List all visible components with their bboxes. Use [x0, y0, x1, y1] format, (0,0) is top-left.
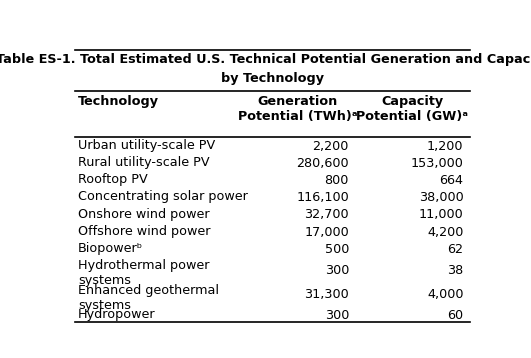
Text: 62: 62: [448, 243, 464, 256]
Text: Generation
Potential (TWh)ᵃ: Generation Potential (TWh)ᵃ: [238, 95, 357, 124]
Text: Table ES-1. Total Estimated U.S. Technical Potential Generation and Capacity: Table ES-1. Total Estimated U.S. Technic…: [0, 53, 531, 66]
Text: Hydropower: Hydropower: [78, 309, 156, 321]
Text: Biopowerᵇ: Biopowerᵇ: [78, 242, 143, 255]
Text: Capacity
Potential (GW)ᵃ: Capacity Potential (GW)ᵃ: [356, 95, 468, 124]
Text: 11,000: 11,000: [419, 208, 464, 222]
Text: Rural utility-scale PV: Rural utility-scale PV: [78, 156, 210, 169]
Text: Concentrating solar power: Concentrating solar power: [78, 190, 248, 203]
Text: 1,200: 1,200: [427, 140, 464, 153]
Text: 2,200: 2,200: [313, 140, 349, 153]
Text: 60: 60: [448, 309, 464, 322]
Text: 280,600: 280,600: [296, 157, 349, 170]
Text: Onshore wind power: Onshore wind power: [78, 208, 210, 221]
Text: Rooftop PV: Rooftop PV: [78, 173, 148, 187]
Text: 31,300: 31,300: [304, 289, 349, 301]
Text: Technology: Technology: [78, 95, 159, 108]
Text: Hydrothermal power
systems: Hydrothermal power systems: [78, 259, 209, 287]
Text: 500: 500: [324, 243, 349, 256]
Text: 17,000: 17,000: [304, 226, 349, 238]
Text: Urban utility-scale PV: Urban utility-scale PV: [78, 139, 215, 152]
Text: 32,700: 32,700: [304, 208, 349, 222]
Text: 38,000: 38,000: [419, 192, 464, 204]
Text: Enhanced geothermal
systems: Enhanced geothermal systems: [78, 284, 219, 311]
Text: 800: 800: [324, 174, 349, 187]
Text: 38: 38: [447, 263, 464, 277]
Text: 300: 300: [324, 309, 349, 322]
Text: 153,000: 153,000: [410, 157, 464, 170]
Text: Offshore wind power: Offshore wind power: [78, 224, 210, 238]
Text: 300: 300: [324, 263, 349, 277]
Text: 4,000: 4,000: [427, 289, 464, 301]
Text: 4,200: 4,200: [427, 226, 464, 238]
Text: 664: 664: [440, 174, 464, 187]
Text: 116,100: 116,100: [296, 192, 349, 204]
Text: by Technology: by Technology: [221, 72, 323, 85]
